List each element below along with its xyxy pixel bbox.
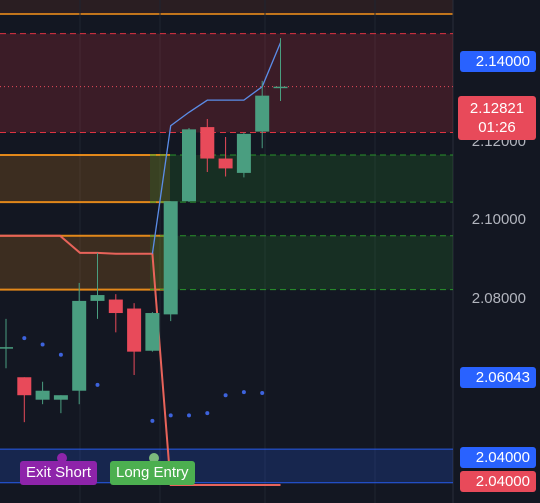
- trail-dot: [22, 336, 27, 341]
- trail-dot: [187, 413, 191, 418]
- candle-body: [72, 300, 87, 391]
- zone-demand: [150, 235, 453, 290]
- price-label-stop: 2.04000: [460, 471, 536, 492]
- candle-body: [255, 95, 270, 132]
- y-tick-label: 2.10000: [471, 211, 526, 228]
- trail-dot: [241, 390, 246, 395]
- candle-body: [17, 377, 32, 396]
- candle-body: [35, 390, 50, 400]
- long-entry-marker: [149, 453, 159, 463]
- exit-short-marker: [57, 453, 67, 463]
- trail-dot: [58, 352, 63, 357]
- candle-body: [200, 127, 215, 159]
- trail-dot: [223, 393, 228, 398]
- trail-dot: [260, 390, 265, 395]
- price-label-top: 2.14000: [460, 51, 536, 72]
- zone-demand: [150, 154, 453, 203]
- exit-short-signal: Exit Short: [20, 461, 98, 485]
- trail-dot: [95, 382, 100, 387]
- candle-body: [145, 313, 160, 351]
- candle-body: [236, 133, 251, 173]
- stop-line: [0, 234, 281, 487]
- current-price-label: 2.12821 01:26: [458, 96, 536, 140]
- candle-body: [108, 299, 123, 314]
- candle-body: [273, 86, 288, 89]
- y-tick-label: 2.08000: [471, 290, 526, 307]
- zone-order-block: [0, 235, 170, 290]
- bar-countdown: 01:26: [478, 119, 516, 136]
- candle-body: [182, 129, 196, 202]
- candle-body: [0, 347, 13, 349]
- top-band: [0, 0, 453, 14]
- price-label-range: 2.04000: [460, 447, 536, 468]
- zone-supply: [0, 33, 453, 133]
- trail-dot: [168, 413, 173, 418]
- candle-body: [163, 201, 178, 315]
- trail-dot: [205, 411, 210, 416]
- trail-dot: [150, 418, 155, 423]
- trail-line: [151, 42, 282, 254]
- trail-dot: [40, 342, 45, 347]
- candle-body: [90, 295, 105, 301]
- candle-body: [127, 308, 142, 352]
- price-label-dots: 2.06043: [460, 367, 536, 388]
- zone-order-block: [0, 154, 170, 203]
- candle-body: [218, 158, 233, 169]
- long-entry-signal: Long Entry: [110, 461, 195, 485]
- current-price-value: 2.12821: [469, 100, 525, 117]
- candle-body: [53, 395, 68, 400]
